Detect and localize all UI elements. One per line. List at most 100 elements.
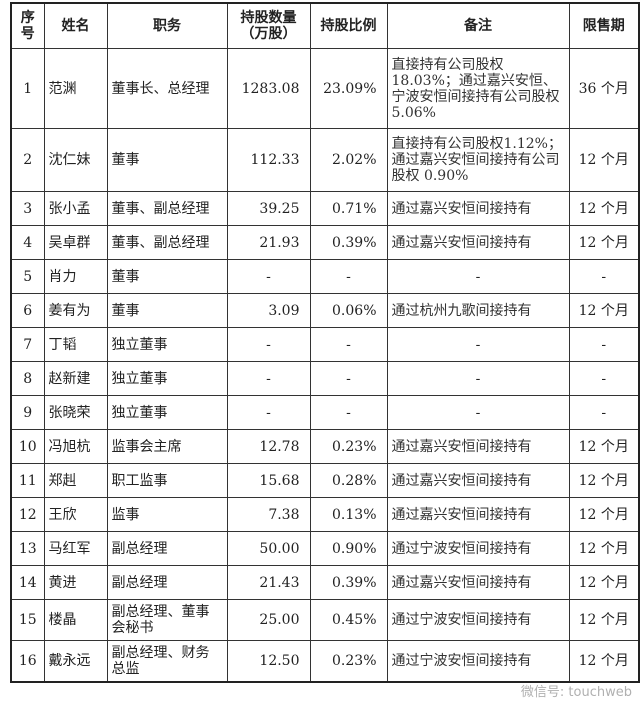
cell-no: 3: [10, 191, 45, 226]
header-ratio: 持股比例: [309, 2, 388, 49]
cell-shares: 15.68: [226, 463, 311, 498]
table-row: 9 张晓荣 独立董事 - - - -: [10, 395, 640, 430]
cell-no: 15: [10, 599, 45, 641]
cell-shares: -: [226, 361, 311, 396]
document-body: 序号 姓名 职务 持股数量（万股） 持股比例 备注 限售期 1 范渊 董事长、总经理…: [10, 2, 640, 701]
cell-name: 吴卓群: [43, 225, 108, 260]
cell-note: 通过嘉兴安恒间接持有: [386, 429, 570, 464]
cell-lockup: 12 个月: [568, 463, 640, 498]
cell-shares: 25.00: [226, 599, 311, 641]
table-row: 15 楼晶 副总经理、董事会秘书 25.00 0.45% 通过宁波安恒间接持有 12 个月: [10, 599, 640, 641]
table-row: 16 戴永远 副总经理、财务总监 12.50 0.23% 通过宁波安恒间接持有 12 个月: [10, 640, 640, 682]
table-row: 3 张小孟 董事、副总经理 39.25 0.71% 通过嘉兴安恒间接持有 12 个月: [10, 191, 640, 226]
cell-ratio: -: [309, 361, 388, 396]
cell-lockup: 36 个月: [568, 48, 640, 129]
header-no: 序号: [10, 2, 45, 49]
header-role: 职务: [106, 2, 228, 49]
cell-shares: 21.43: [226, 565, 311, 600]
cell-name: 肖力: [43, 259, 108, 294]
cell-role: 独立董事: [106, 361, 228, 396]
cell-note: 通过宁波安恒间接持有: [386, 640, 570, 682]
cell-name: 楼晶: [43, 599, 108, 641]
table-row: 2 沈仁妹 董事 112.33 2.02% 直接持有公司股权1.12%；通过嘉兴安恒间接持…: [10, 128, 640, 192]
cell-ratio: 0.39%: [309, 565, 388, 600]
cell-name: 冯旭杭: [43, 429, 108, 464]
cell-no: 16: [10, 640, 45, 682]
cell-no: 13: [10, 531, 45, 566]
header-note: 备注: [386, 2, 570, 49]
cell-lockup: -: [568, 395, 640, 430]
cell-shares: -: [226, 259, 311, 294]
cell-name: 张小孟: [43, 191, 108, 226]
table-row: 13 马红军 副总经理 50.00 0.90% 通过宁波安恒间接持有 12 个月: [10, 531, 640, 566]
table-row: 5 肖力 董事 - - - -: [10, 259, 640, 294]
cell-ratio: 0.13%: [309, 497, 388, 532]
cell-note: 通过杭州九歌间接持有: [386, 293, 570, 328]
cell-role: 独立董事: [106, 327, 228, 362]
cell-lockup: 12 个月: [568, 128, 640, 192]
table-row: 7 丁韬 独立董事 - - - -: [10, 327, 640, 362]
header-row: 序号 姓名 职务 持股数量（万股） 持股比例 备注 限售期: [10, 2, 640, 49]
cell-note: 通过宁波安恒间接持有: [386, 531, 570, 566]
cell-ratio: -: [309, 327, 388, 362]
cell-lockup: 12 个月: [568, 225, 640, 260]
cell-ratio: 0.71%: [309, 191, 388, 226]
cell-no: 1: [10, 48, 45, 129]
cell-shares: -: [226, 327, 311, 362]
table-row: 1 范渊 董事长、总经理 1283.08 23.09% 直接持有公司股权18.03%；通过…: [10, 48, 640, 129]
cell-no: 5: [10, 259, 45, 294]
cell-no: 6: [10, 293, 45, 328]
cell-note: -: [386, 395, 570, 430]
cell-name: 范渊: [43, 48, 108, 129]
cell-shares: 12.50: [226, 640, 311, 682]
cell-lockup: 12 个月: [568, 531, 640, 566]
header-shares: 持股数量（万股）: [226, 2, 311, 49]
cell-role: 董事: [106, 293, 228, 328]
cell-lockup: 12 个月: [568, 429, 640, 464]
cell-role: 董事、副总经理: [106, 191, 228, 226]
cell-role: 监事会主席: [106, 429, 228, 464]
cell-no: 8: [10, 361, 45, 396]
cell-ratio: 0.90%: [309, 531, 388, 566]
cell-role: 董事: [106, 128, 228, 192]
cell-shares: 39.25: [226, 191, 311, 226]
cell-note: 通过嘉兴安恒间接持有: [386, 225, 570, 260]
header-lockup: 限售期: [568, 2, 640, 49]
cell-role: 副总经理、财务总监: [106, 640, 228, 682]
cell-note: 通过宁波安恒间接持有: [386, 599, 570, 641]
cell-lockup: -: [568, 259, 640, 294]
cell-shares: 12.78: [226, 429, 311, 464]
cell-ratio: 23.09%: [309, 48, 388, 129]
cell-lockup: 12 个月: [568, 497, 640, 532]
cell-note: 通过嘉兴安恒间接持有: [386, 497, 570, 532]
cell-note: -: [386, 327, 570, 362]
cell-lockup: 12 个月: [568, 293, 640, 328]
cell-name: 张晓荣: [43, 395, 108, 430]
cell-ratio: -: [309, 259, 388, 294]
cell-no: 14: [10, 565, 45, 600]
cell-note: 直接持有公司股权18.03%；通过嘉兴安恒、宁波安恒间接持有公司股权 5.06%: [386, 48, 570, 129]
cell-role: 副总经理: [106, 531, 228, 566]
cell-name: 郑赳: [43, 463, 108, 498]
cell-note: 直接持有公司股权1.12%；通过嘉兴安恒间接持有公司股权 0.90%: [386, 128, 570, 192]
cell-role: 副总经理: [106, 565, 228, 600]
cell-no: 11: [10, 463, 45, 498]
cell-name: 马红军: [43, 531, 108, 566]
table-row: 14 黄进 副总经理 21.43 0.39% 通过嘉兴安恒间接持有 12 个月: [10, 565, 640, 600]
cell-lockup: 12 个月: [568, 599, 640, 641]
cell-note: 通过嘉兴安恒间接持有: [386, 565, 570, 600]
table-row: 8 赵新建 独立董事 - - - -: [10, 361, 640, 396]
cell-ratio: 0.45%: [309, 599, 388, 641]
cell-lockup: 12 个月: [568, 640, 640, 682]
cell-role: 董事、副总经理: [106, 225, 228, 260]
cell-shares: 50.00: [226, 531, 311, 566]
cell-name: 戴永远: [43, 640, 108, 682]
cell-note: -: [386, 361, 570, 396]
header-name: 姓名: [43, 2, 108, 49]
shareholding-table: 序号 姓名 职务 持股数量（万股） 持股比例 备注 限售期 1 范渊 董事长、总经理…: [10, 2, 640, 683]
cell-no: 4: [10, 225, 45, 260]
cell-name: 姜有为: [43, 293, 108, 328]
cell-ratio: 0.39%: [309, 225, 388, 260]
cell-role: 副总经理、董事会秘书: [106, 599, 228, 641]
cell-ratio: 2.02%: [309, 128, 388, 192]
